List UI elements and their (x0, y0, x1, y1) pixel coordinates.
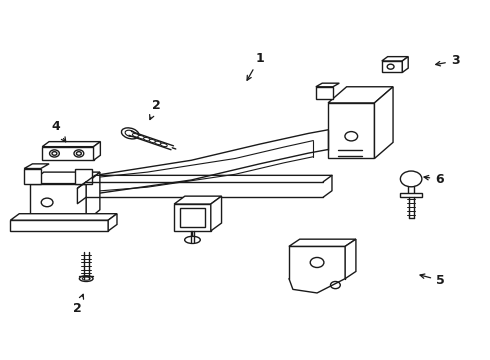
Polygon shape (180, 208, 205, 226)
Ellipse shape (149, 139, 156, 143)
Polygon shape (30, 184, 86, 221)
Text: 2: 2 (73, 294, 83, 315)
Ellipse shape (125, 130, 135, 136)
Ellipse shape (138, 135, 145, 139)
Polygon shape (316, 87, 333, 99)
Ellipse shape (185, 236, 200, 243)
Polygon shape (108, 214, 117, 231)
Text: 5: 5 (420, 274, 445, 287)
Polygon shape (24, 164, 49, 168)
Ellipse shape (144, 138, 150, 141)
Polygon shape (328, 103, 374, 158)
Polygon shape (400, 193, 422, 197)
Polygon shape (24, 168, 41, 184)
Text: 3: 3 (436, 54, 460, 67)
Polygon shape (289, 239, 356, 246)
Polygon shape (382, 61, 402, 72)
Polygon shape (30, 172, 100, 184)
Polygon shape (10, 220, 108, 231)
Polygon shape (174, 196, 221, 204)
Polygon shape (382, 57, 408, 61)
Text: 6: 6 (424, 173, 444, 186)
Text: 4: 4 (51, 121, 66, 142)
Polygon shape (316, 83, 339, 87)
Text: 2: 2 (149, 99, 160, 120)
Ellipse shape (155, 141, 162, 145)
Polygon shape (94, 141, 100, 160)
Ellipse shape (79, 276, 93, 282)
Polygon shape (328, 87, 393, 103)
Polygon shape (174, 204, 211, 231)
Ellipse shape (122, 128, 139, 139)
Polygon shape (42, 147, 94, 160)
Polygon shape (75, 168, 92, 184)
Polygon shape (211, 196, 221, 231)
Polygon shape (402, 57, 408, 72)
Text: 1: 1 (247, 51, 264, 80)
Polygon shape (374, 87, 393, 158)
Polygon shape (10, 214, 117, 220)
Ellipse shape (160, 143, 167, 147)
Ellipse shape (132, 134, 139, 137)
Ellipse shape (82, 277, 90, 280)
Polygon shape (86, 172, 100, 221)
Polygon shape (42, 141, 100, 147)
Polygon shape (345, 239, 356, 279)
